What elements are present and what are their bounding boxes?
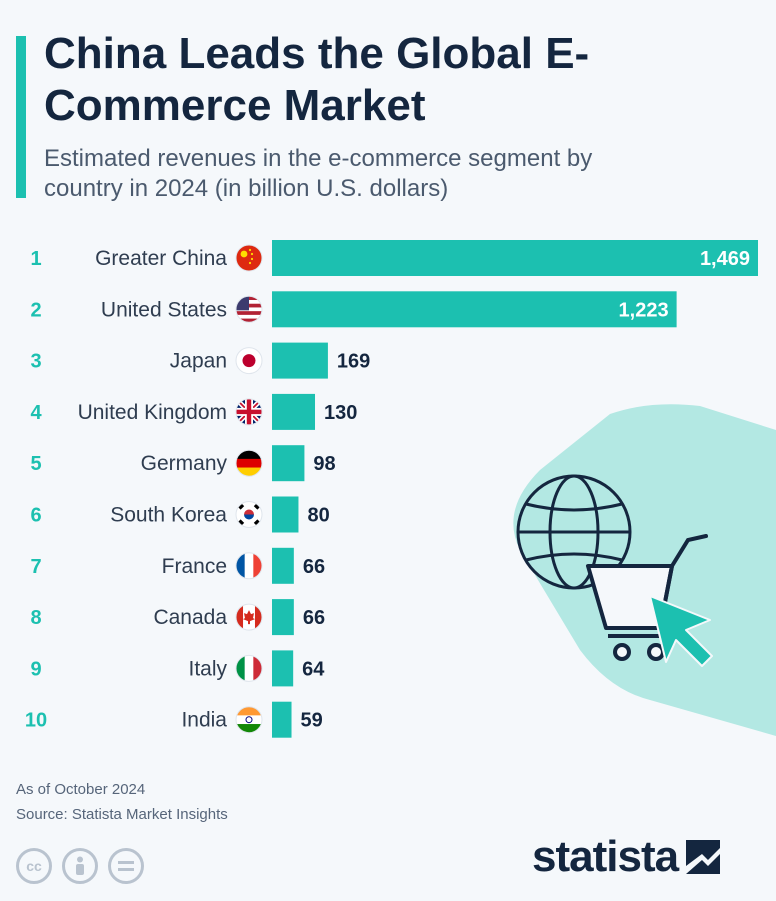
page-subtitle: Estimated revenues in the e-commerce seg… <box>44 145 593 202</box>
bar <box>272 445 305 482</box>
brand-name: statista <box>532 832 679 881</box>
category-label: Greater China <box>95 247 227 270</box>
value-label: 130 <box>324 402 357 424</box>
value-label: 98 <box>313 453 335 475</box>
germany-flag-icon <box>235 449 263 477</box>
category-label: Japan <box>170 350 227 373</box>
license-icons: cc <box>16 848 144 884</box>
bar <box>272 701 292 738</box>
category-label: France <box>162 555 227 578</box>
category-label: Canada <box>153 606 227 629</box>
bar <box>272 547 294 584</box>
rank-label: 2 <box>30 299 41 321</box>
statista-mark-icon <box>686 840 721 874</box>
uk-flag-icon <box>235 398 263 426</box>
rank-label: 5 <box>30 453 41 475</box>
bar <box>272 599 294 636</box>
rank-label: 10 <box>25 710 47 732</box>
bar <box>272 496 299 533</box>
value-label: 169 <box>337 351 370 373</box>
china-flag-icon <box>235 244 263 272</box>
bar <box>272 650 294 687</box>
bar-chart: 1 Greater China 1,469 2 United States 1,223 3 J… <box>25 240 758 738</box>
category-label: United Kingdom <box>78 401 227 424</box>
globe-icon <box>516 474 632 590</box>
value-label: 66 <box>303 556 325 578</box>
japan-flag-icon <box>235 347 263 375</box>
rank-label: 9 <box>30 658 41 680</box>
italy-flag-icon <box>235 654 263 682</box>
statista-logo[interactable]: statista <box>532 832 721 882</box>
india-flag-icon <box>235 706 263 734</box>
value-label: 80 <box>307 505 329 527</box>
category-label: United States <box>101 298 227 321</box>
value-label: 64 <box>302 658 325 680</box>
person-icon <box>62 848 98 884</box>
title-accent-bar <box>16 36 26 198</box>
category-label: Italy <box>188 657 227 680</box>
shopping-cart-icon <box>586 534 708 661</box>
south-korea-flag-icon <box>235 501 263 528</box>
france-flag-icon <box>235 552 263 580</box>
bar <box>272 240 758 276</box>
rank-label: 6 <box>30 505 41 527</box>
value-label: 1,223 <box>619 299 669 321</box>
rank-label: 7 <box>30 556 41 578</box>
rank-label: 1 <box>30 248 41 270</box>
category-label: India <box>181 709 227 732</box>
page-title: China Leads the Global E-Commerce Market <box>44 29 590 130</box>
bar <box>272 393 316 430</box>
bar <box>272 342 328 379</box>
equals-icon <box>108 848 144 884</box>
rank-label: 3 <box>30 351 41 373</box>
footnote-source: Source: Statista Market Insights <box>16 806 228 823</box>
rank-label: 4 <box>30 402 42 424</box>
canada-flag-icon <box>235 603 263 631</box>
bar <box>272 291 677 328</box>
rank-label: 8 <box>30 607 41 629</box>
footnote-date: As of October 2024 <box>16 781 146 798</box>
usa-flag-icon <box>235 295 263 323</box>
value-label: 66 <box>303 607 325 629</box>
cc-icon: cc <box>16 848 52 884</box>
cursor-icon <box>649 595 713 667</box>
value-label: 59 <box>301 710 323 732</box>
category-label: South Korea <box>110 504 227 527</box>
value-label: 1,469 <box>700 248 750 270</box>
ecommerce-illustration <box>513 404 776 736</box>
category-label: Germany <box>141 452 228 475</box>
